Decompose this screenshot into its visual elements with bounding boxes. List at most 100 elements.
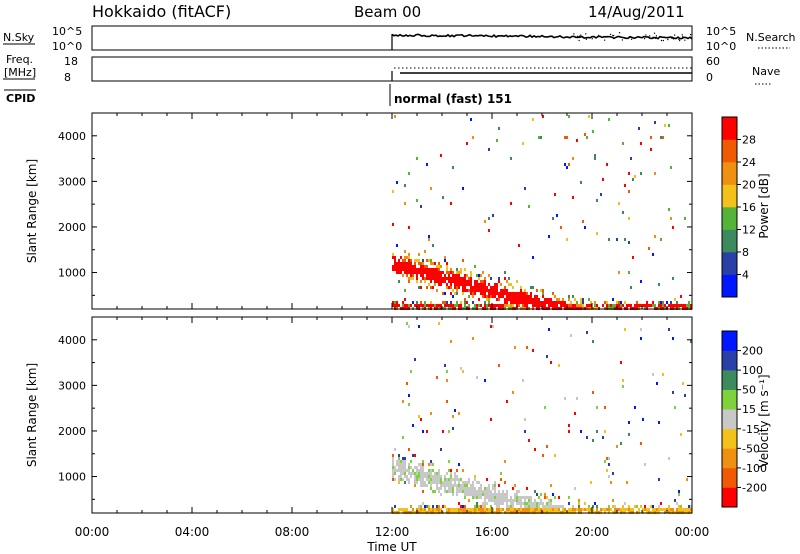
velocity-cell bbox=[426, 472, 428, 475]
velocity-cell bbox=[484, 490, 486, 493]
power-cell bbox=[488, 274, 490, 277]
power-cell bbox=[446, 262, 448, 265]
power-cell bbox=[468, 277, 470, 280]
power-cell bbox=[546, 298, 548, 301]
power-cell bbox=[546, 301, 548, 304]
power-cell bbox=[426, 268, 428, 271]
power-cell bbox=[482, 280, 484, 283]
power-frame-ticks bbox=[91, 112, 693, 309]
power-cell bbox=[650, 136, 652, 139]
power-cell bbox=[660, 136, 662, 139]
velocity-cell bbox=[522, 496, 524, 499]
power-cell bbox=[398, 304, 400, 307]
velocity-cell bbox=[620, 508, 622, 511]
power-cell bbox=[608, 118, 610, 121]
velocity-cell bbox=[418, 325, 420, 328]
velocity-cell bbox=[532, 508, 534, 511]
velocity-cell bbox=[440, 484, 442, 487]
power-cell bbox=[578, 304, 580, 307]
velocity-cell bbox=[454, 508, 456, 511]
velocity-cell bbox=[658, 508, 660, 511]
velocity-cell bbox=[620, 361, 622, 364]
power-cell bbox=[414, 259, 416, 262]
power-cell bbox=[398, 262, 400, 265]
power-cell bbox=[592, 130, 594, 133]
power-cell bbox=[416, 259, 418, 262]
velocity-cell bbox=[508, 505, 510, 508]
velocity-cell bbox=[604, 406, 606, 409]
velocity-cell bbox=[594, 502, 596, 505]
velocity-cell bbox=[442, 505, 444, 508]
power-cell bbox=[494, 286, 496, 289]
velocity-cell bbox=[464, 481, 466, 484]
power-cell bbox=[526, 304, 528, 307]
power-cell bbox=[408, 271, 410, 274]
power-cell bbox=[460, 271, 462, 274]
velocity-cell bbox=[428, 469, 430, 472]
velocity-cell bbox=[516, 496, 518, 499]
velocity-cell bbox=[416, 472, 418, 475]
velocity-cell bbox=[500, 499, 502, 502]
power-cell bbox=[582, 220, 584, 223]
power-cell bbox=[520, 301, 522, 304]
velocity-cell bbox=[526, 346, 528, 349]
power-cell bbox=[618, 301, 620, 304]
power-cell bbox=[452, 295, 454, 298]
velocity-cell bbox=[438, 487, 440, 490]
power-cell bbox=[568, 163, 570, 166]
power-cell bbox=[624, 238, 626, 241]
velocity-cell bbox=[482, 505, 484, 508]
power-cell bbox=[628, 217, 630, 220]
power-cell bbox=[670, 301, 672, 304]
power-cell bbox=[480, 286, 482, 289]
power-cell bbox=[630, 286, 632, 289]
velocity-cell bbox=[672, 391, 674, 394]
power-cell bbox=[526, 298, 528, 301]
velocity-cell bbox=[522, 508, 524, 511]
velocity-cell bbox=[510, 505, 512, 508]
velocity-cell bbox=[576, 397, 578, 400]
velocity-cell bbox=[406, 475, 408, 478]
velocity-cell bbox=[410, 505, 412, 508]
velocity-cell bbox=[460, 487, 462, 490]
power-cell bbox=[464, 280, 466, 283]
power-cell bbox=[570, 301, 572, 304]
velocity-cell bbox=[494, 499, 496, 502]
power-cell bbox=[418, 286, 420, 289]
velocity-cell bbox=[394, 469, 396, 472]
velocity-cell bbox=[658, 421, 660, 424]
noise-search-dot bbox=[573, 33, 575, 35]
noise-panel: N.Sky 10^5 10^0 10^5 10^0 N.Search bbox=[3, 25, 796, 53]
power-cell bbox=[468, 280, 470, 283]
velocity-cell bbox=[634, 406, 636, 409]
velocity-cell bbox=[438, 469, 440, 472]
velocity-cell bbox=[684, 508, 686, 511]
power-cell bbox=[586, 304, 588, 307]
power-cell bbox=[442, 292, 444, 295]
velocity-cell bbox=[444, 481, 446, 484]
velocity-cell bbox=[532, 505, 534, 508]
velocity-cell bbox=[678, 508, 680, 511]
velocity-cell bbox=[428, 475, 430, 478]
velocity-cell bbox=[504, 481, 506, 484]
velocity-cell bbox=[420, 418, 422, 421]
velocity-cell bbox=[454, 481, 456, 484]
power-cell bbox=[420, 286, 422, 289]
velocity-cell bbox=[430, 475, 432, 478]
power-cell bbox=[484, 301, 486, 304]
velocity-cell bbox=[622, 379, 624, 382]
velocity-cell bbox=[398, 481, 400, 484]
power-cell bbox=[512, 304, 514, 307]
power-cell bbox=[564, 301, 566, 304]
velocity-cell bbox=[460, 505, 462, 508]
velocity-cell bbox=[432, 463, 434, 466]
power-cell bbox=[532, 118, 534, 121]
power-cell bbox=[396, 301, 398, 304]
power-cell bbox=[434, 274, 436, 277]
power-cell bbox=[488, 295, 490, 298]
power-cell bbox=[396, 265, 398, 268]
velocity-cell bbox=[466, 493, 468, 496]
power-cell bbox=[506, 304, 508, 307]
x-tick-label: 00:00 bbox=[675, 525, 710, 539]
velocity-cell bbox=[604, 460, 606, 463]
